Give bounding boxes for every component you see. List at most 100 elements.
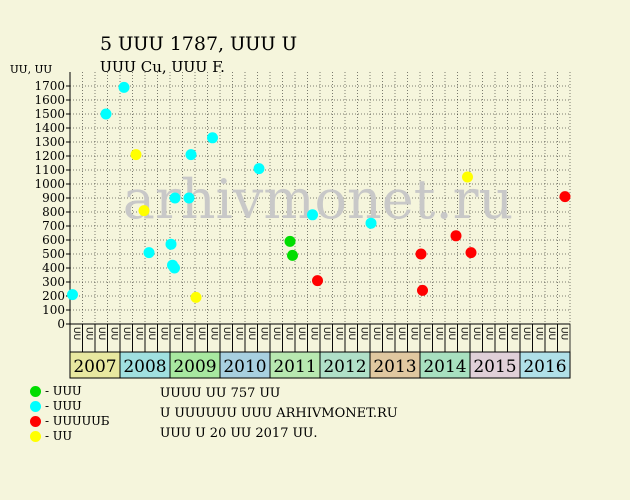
y-tick-label: 200 [42, 289, 65, 303]
year-label: 2015 [473, 357, 516, 377]
quarter-label: ՍՍ [121, 327, 131, 340]
y-tick-label: 800 [42, 205, 65, 219]
data-point [118, 81, 130, 93]
data-point [138, 205, 150, 217]
quarter-label: ՍՍ [208, 327, 218, 340]
legend-item: - ՍՍՍՍՍБ [30, 414, 110, 429]
data-point [284, 235, 296, 247]
data-point [287, 249, 298, 261]
legend-dot [30, 386, 41, 397]
quarter-label: ՍՍ [183, 327, 193, 340]
chart-subtitle: ՍՍՍ Cu, ՍՍՍ F. [100, 58, 225, 76]
quarter-label: ՍՍ [146, 327, 156, 340]
legend-dot [30, 416, 41, 427]
quarter-label: ՍՍ [96, 327, 106, 340]
quarter-labels: ՍՍ ՍՍ ՍՍ ՍՍ ՍՍ ՍՍ ՍՍ ՍՍ ՍՍ ՍՍ ՍՍ ՍՍ ՍՍ ՍՍ ՍՍ ՍՍ ՍՍ ՍՍ ՍՍ ՍՍ… [69, 323, 571, 353]
legend-label: - ՍՍՍՍՍБ [45, 414, 110, 428]
y-tick-label: 1500 [34, 107, 65, 121]
year-cell [519, 351, 571, 379]
year-label: 2014 [423, 357, 466, 377]
watermark: arhivmonet.ru [123, 168, 513, 231]
quarter-label: ՍՍ [358, 327, 368, 340]
quarter-label: ՍՍ [233, 327, 243, 340]
y-tick-label: 600 [42, 233, 65, 247]
y-tick-label: 1700 [34, 79, 65, 93]
quarter-label: ՍՍ [158, 327, 168, 340]
data-point [450, 230, 462, 242]
legend-item: - ՍՍ [30, 429, 110, 444]
data-point [312, 275, 323, 287]
data-point [100, 108, 112, 120]
year-cell [219, 351, 271, 379]
note-source: Ս ՍՍՍՍՍՍ ՍՍՍ ARHIVMONET.RU [160, 406, 398, 421]
y-tick-label: 100 [42, 303, 65, 317]
quarter-label: ՍՍ [171, 327, 181, 340]
year-label: 2009 [173, 357, 216, 377]
quarter-label: ՍՍ [346, 327, 356, 340]
year-label: 2013 [373, 357, 416, 377]
y-tick-label: 400 [42, 261, 65, 275]
year-cell [169, 351, 221, 379]
legend-dot [30, 401, 41, 412]
quarter-label: ՍՍ [71, 327, 81, 340]
data-point [415, 248, 427, 260]
quarter-label: ՍՍ [483, 327, 493, 340]
legend: - ՍՍՍ - ՍՍՍ - ՍՍՍՍՍБ - ՍՍ [30, 384, 110, 444]
quarter-label: ՍՍ [508, 327, 518, 340]
quarter-label: ՍՍ [333, 327, 343, 340]
year-label: 2007 [73, 357, 116, 377]
data-point [365, 217, 377, 229]
data-point [207, 132, 218, 144]
quarter-label: ՍՍ [533, 327, 543, 340]
quarter-label: ՍՍ [83, 327, 93, 340]
y-tick-label: 1000 [34, 177, 65, 191]
y-tick-label: 700 [42, 219, 65, 233]
y-tick-label: 1300 [34, 135, 65, 149]
y-tick-label: 500 [42, 247, 65, 261]
year-cell [319, 351, 371, 379]
data-point [417, 284, 428, 296]
year-label: 2016 [523, 357, 566, 377]
quarter-label: ՍՍ [246, 327, 256, 340]
quarter-label: ՍՍ [546, 327, 556, 340]
quarter-label: ՍՍ [196, 327, 206, 340]
data-point [67, 289, 78, 301]
data-point [169, 262, 180, 274]
data-point [307, 209, 318, 221]
data-point [559, 191, 571, 203]
quarter-label: ՍՍ [408, 327, 418, 340]
data-point [165, 238, 177, 250]
quarter-label: ՍՍ [258, 327, 268, 340]
y-tick-label: 0 [57, 317, 65, 331]
y-tick-label: 300 [42, 275, 65, 289]
quarter-label: ՍՍ [433, 327, 443, 340]
year-bands: 2007 2008 2009 2010 2011 2012 2013 2014 2015 2016 [69, 351, 571, 379]
quarter-label: ՍՍ [296, 327, 306, 340]
year-cell [69, 351, 121, 379]
quarter-label: ՍՍ [521, 327, 531, 340]
note-date: ՍՍՍ Ս 20 ՍՍ 2017 ՍՍ. [160, 426, 318, 441]
data-point [185, 149, 197, 161]
quarter-label: ՍՍ [221, 327, 231, 340]
quarter-label: ՍՍ [383, 327, 393, 340]
data-point [169, 192, 181, 204]
quarter-label: ՍՍ [471, 327, 481, 340]
year-cell [419, 351, 471, 379]
quarter-label: ՍՍ [271, 327, 281, 340]
data-point [465, 247, 477, 259]
legend-label: - ՍՍՍ [45, 399, 82, 413]
quarter-label: ՍՍ [321, 327, 331, 340]
y-tick-label: 900 [42, 191, 65, 205]
data-point [462, 171, 473, 183]
quarter-label: ՍՍ [396, 327, 406, 340]
year-label: 2010 [223, 357, 266, 377]
year-cell [119, 351, 171, 379]
y-axis-unit: ՍՍ, ՍՍ [10, 63, 53, 76]
note-count: ՍՍՍՍ ՍՍ 757 ՍՍ [160, 386, 281, 401]
data-point [143, 247, 155, 259]
quarter-label: ՍՍ [458, 327, 468, 340]
data-point [130, 149, 142, 161]
quarter-label: ՍՍ [558, 327, 568, 340]
chart-grid [69, 72, 571, 325]
y-tick-label: 1400 [34, 121, 65, 135]
